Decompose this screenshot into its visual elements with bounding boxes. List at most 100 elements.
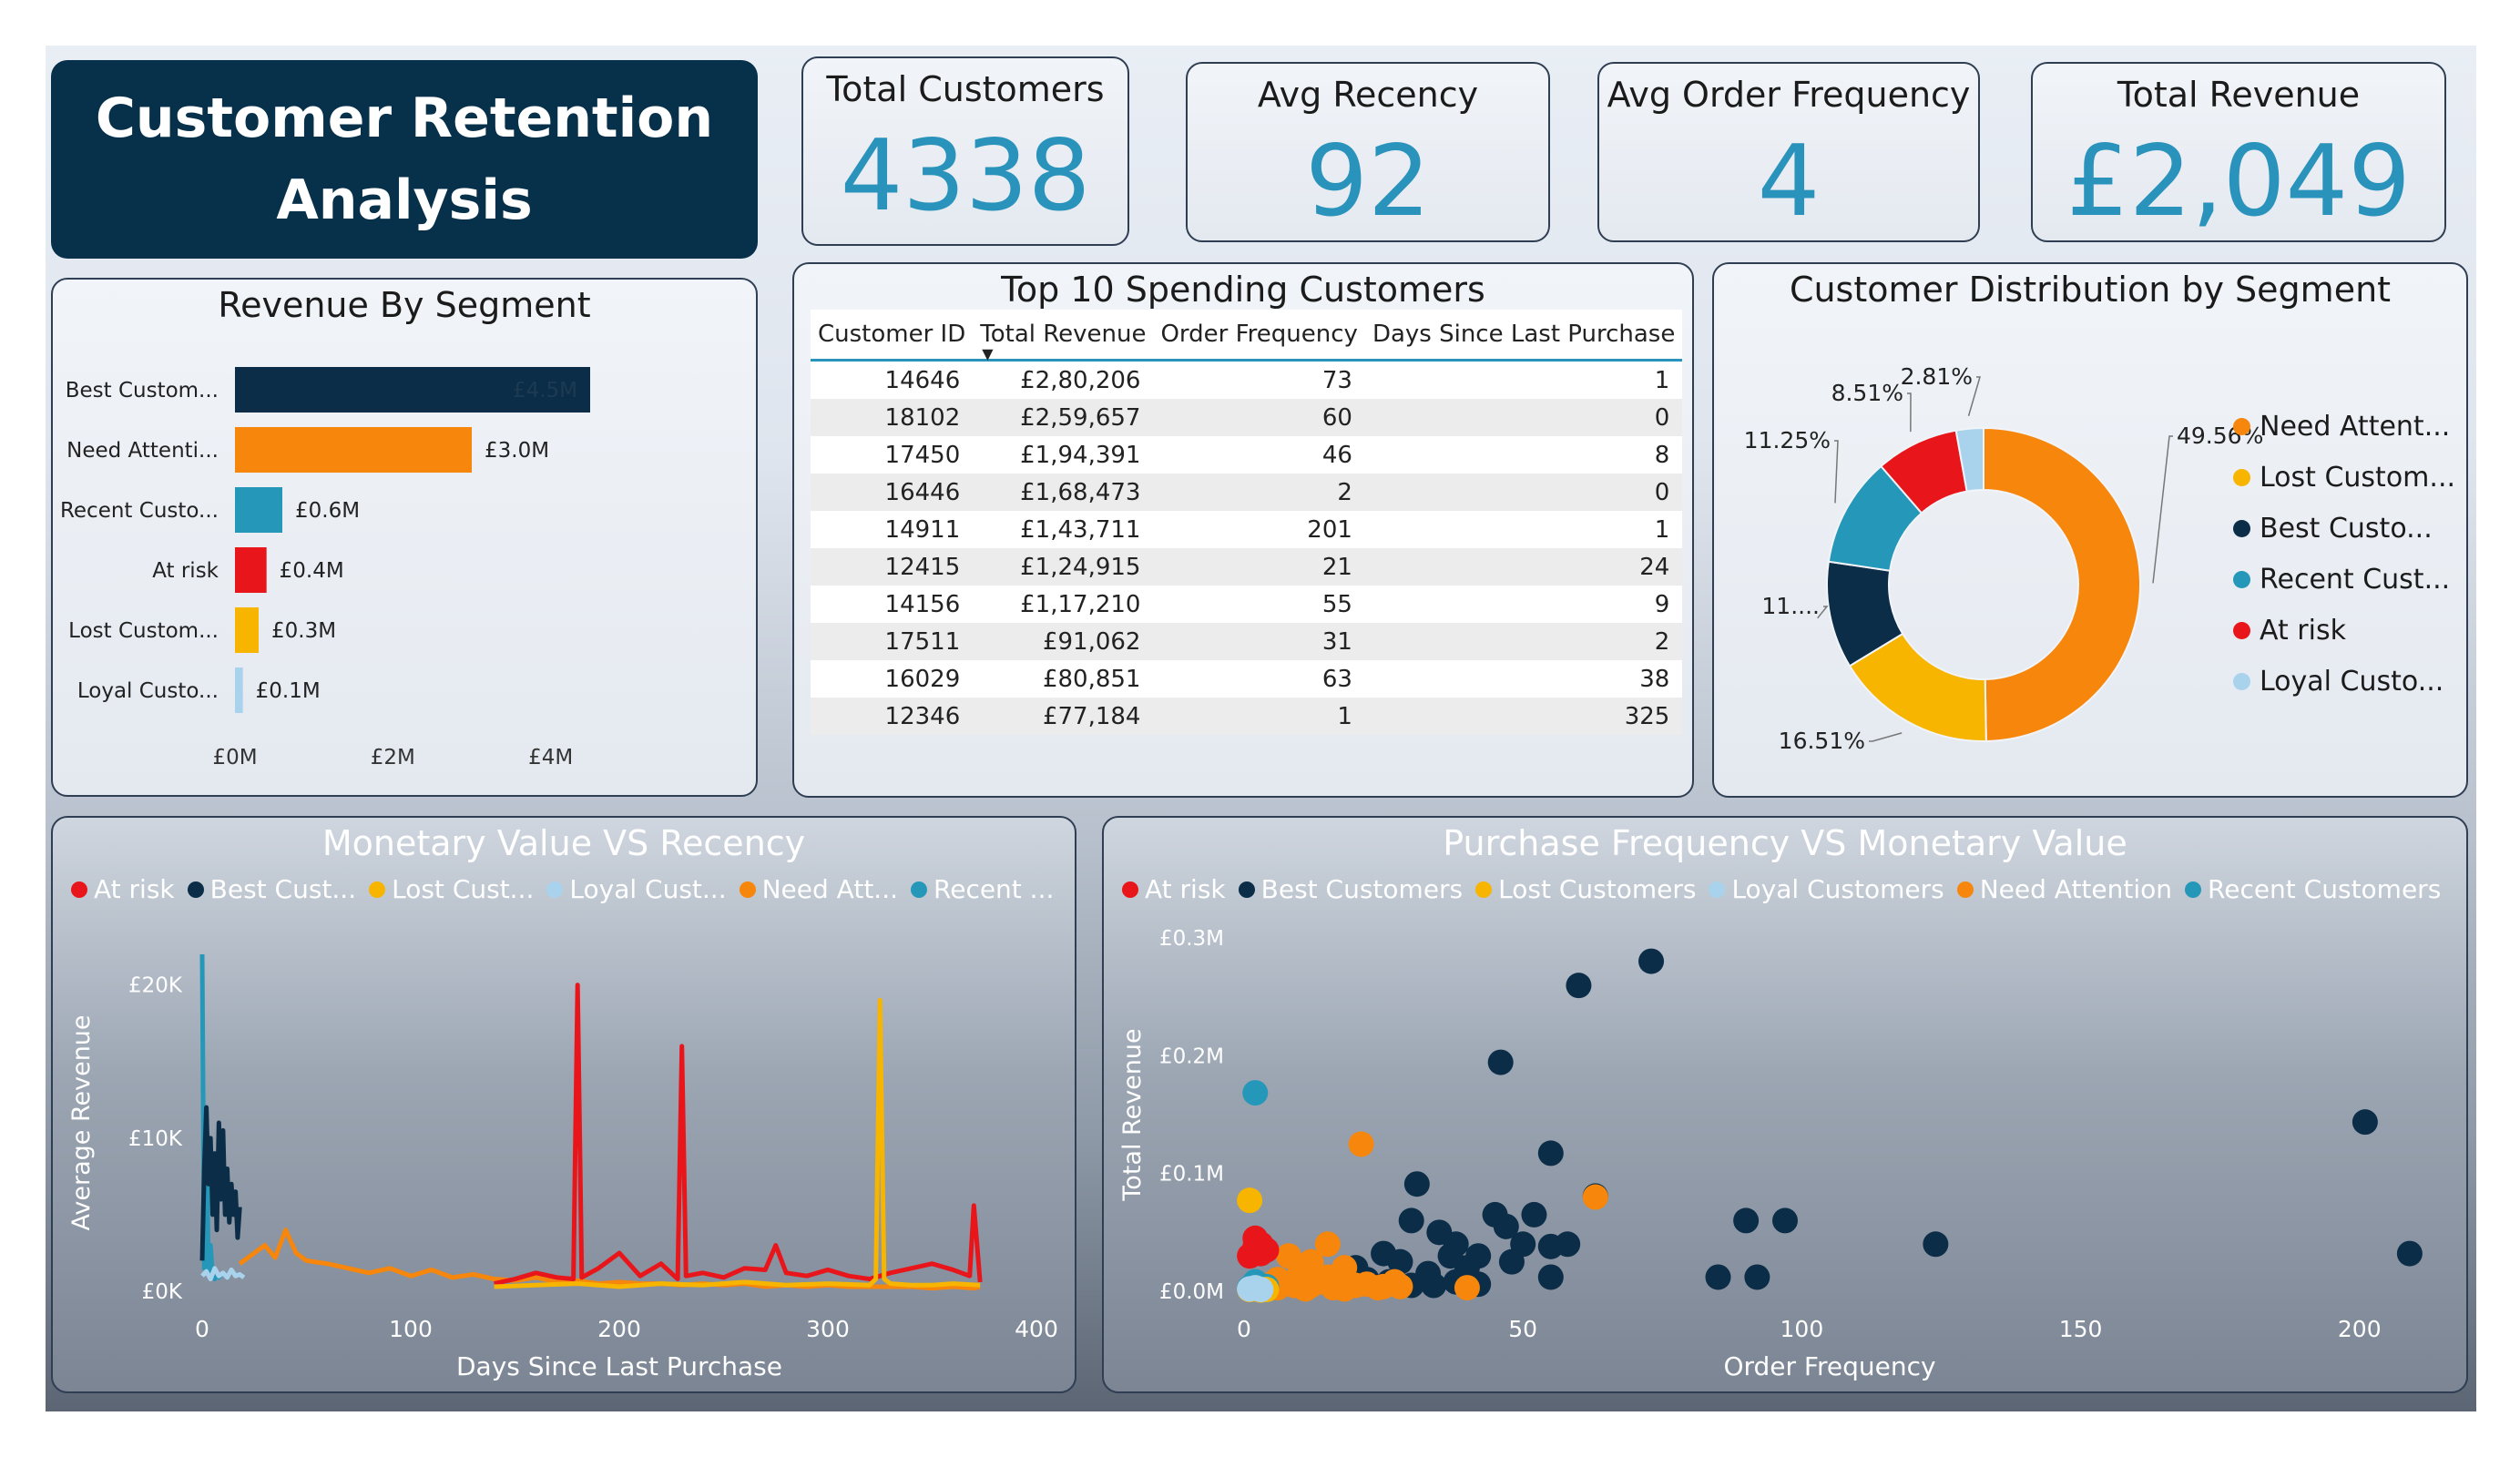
- table-row[interactable]: 17511 £91,062 31 2: [811, 623, 1683, 660]
- legend-item[interactable]: Loyal Cust...: [546, 874, 727, 904]
- title-line-1: Customer Retention: [95, 87, 714, 150]
- bar-category-label: Need Attenti...: [66, 439, 219, 463]
- scatter-point: [1521, 1201, 1547, 1228]
- table-row[interactable]: 14911 £1,43,711 201 1: [811, 511, 1683, 548]
- column-header[interactable]: Days Since Last Purchase: [1364, 310, 1683, 362]
- series-line: [200, 1266, 246, 1282]
- scatter-point: [1555, 1231, 1581, 1258]
- legend-item[interactable]: Recent Customers: [2185, 874, 2441, 904]
- monetary-vs-recency-chart: 0 100 200 300 400 £0K £10K £20K Days Since Last …: [67, 953, 1058, 1381]
- table-cell: 17511: [811, 623, 974, 660]
- legend-item[interactable]: Recent Cust...: [2233, 554, 2455, 605]
- table-cell: 0: [1364, 399, 1683, 436]
- legend-item[interactable]: At risk: [2233, 605, 2455, 656]
- title-line-2: Analysis: [276, 168, 533, 232]
- sort-descending-icon[interactable]: ▼: [982, 345, 994, 362]
- bar-data-label: £3.0M: [485, 439, 549, 463]
- scatter-point: [1772, 1207, 1799, 1234]
- table-title: Top 10 Spending Customers: [1001, 270, 1485, 310]
- legend-label: Best Cust...: [209, 874, 357, 904]
- bar-data-label: £4.5M: [513, 379, 577, 402]
- legend-marker: [1956, 881, 1974, 898]
- scatter-point: [1582, 1184, 1608, 1210]
- legend-item[interactable]: Need Attention: [1956, 874, 2172, 904]
- revenue-by-segment-panel: Revenue By Segment Best Custom... £4.5M Ne…: [51, 278, 758, 797]
- customer-distribution-panel: Customer Distribution by Segment 49.56% 1…: [1712, 262, 2468, 798]
- legend-item[interactable]: At risk: [71, 874, 175, 904]
- dashboard-canvas: Customer Retention Analysis Total Custom…: [46, 46, 2476, 1411]
- x-tick-label: 200: [2338, 1316, 2382, 1342]
- legend-item[interactable]: Loyal Custo...: [2233, 656, 2455, 707]
- legend-item[interactable]: Best Cust...: [187, 874, 357, 904]
- scatter-point: [1242, 1233, 1269, 1259]
- x-tick-label: 100: [389, 1316, 433, 1342]
- legend-item[interactable]: Recent ...: [911, 874, 1054, 904]
- y-tick-label: £0.1M: [1159, 1163, 1224, 1187]
- legend-item[interactable]: Need Attent...: [2233, 401, 2455, 452]
- series-line: [199, 1105, 242, 1261]
- x-tick-label: £0M: [212, 746, 257, 769]
- table-cell: 0: [1364, 474, 1683, 511]
- table-row[interactable]: 18102 £2,59,657 60 0: [811, 399, 1683, 436]
- bar-data-label: £0.6M: [295, 499, 360, 523]
- chart-title: Purchase Frequency VS Monetary Value: [1443, 823, 2127, 863]
- table-row[interactable]: 14156 £1,17,210 55 9: [811, 586, 1683, 623]
- scatter-point: [1537, 1140, 1564, 1167]
- legend-item[interactable]: Lost Customers: [1475, 874, 1696, 904]
- table-row[interactable]: 16029 £80,851 63 38: [811, 660, 1683, 698]
- legend-label: Lost Customers: [1498, 874, 1697, 904]
- scatter-point: [1487, 1049, 1514, 1075]
- column-header[interactable]: Customer ID: [811, 310, 974, 362]
- series-line: [494, 997, 981, 1289]
- kpi-card-avg-order-frequency: Avg Order Frequency 4: [1597, 62, 1980, 242]
- legend-marker: [369, 881, 386, 898]
- kpi-label: Total Customers: [826, 69, 1105, 109]
- scatter-point: [1314, 1264, 1341, 1290]
- table-cell: 9: [1364, 586, 1683, 623]
- table-cell: 325: [1364, 698, 1683, 735]
- table-row[interactable]: 17450 £1,94,391 46 8: [811, 436, 1683, 474]
- y-axis-label: Average Revenue: [67, 1014, 96, 1230]
- table-cell: 1: [1364, 511, 1683, 548]
- legend-item[interactable]: Lost Custom...: [2233, 452, 2455, 503]
- table-row[interactable]: 12415 £1,24,915 21 24: [811, 548, 1683, 586]
- donut-leader-line: [2152, 435, 2173, 584]
- x-axis-label: Order Frequency: [1723, 1351, 1935, 1381]
- table-row[interactable]: 12346 £77,184 1 325: [811, 698, 1683, 735]
- y-tick-label: £10K: [128, 1127, 183, 1151]
- x-tick-label: 400: [1015, 1316, 1058, 1342]
- table-row[interactable]: 14646 £2,80,206 73 1: [811, 360, 1683, 399]
- legend-marker: [187, 881, 204, 898]
- series-line: [494, 983, 983, 1287]
- scatter-point: [1493, 1213, 1519, 1239]
- legend-item[interactable]: Need Att...: [739, 874, 898, 904]
- table-cell: 201: [1153, 511, 1365, 548]
- x-tick-label: £4M: [528, 746, 573, 769]
- table-cell: £1,68,473: [973, 474, 1154, 511]
- legend-item[interactable]: Lost Cust...: [369, 874, 534, 904]
- legend-label: Recent ...: [934, 874, 1055, 904]
- donut-leader-line: [1817, 606, 1829, 619]
- legend-item[interactable]: Loyal Customers: [1709, 874, 1944, 904]
- legend-label: At risk: [2260, 614, 2346, 647]
- legend-item[interactable]: Best Customers: [1238, 874, 1463, 904]
- donut-data-label: 11.25%: [1744, 427, 1831, 453]
- table-row[interactable]: 16446 £1,68,473 2 0: [811, 474, 1683, 511]
- y-tick-label: £20K: [128, 974, 183, 998]
- x-tick-label: 300: [806, 1316, 850, 1342]
- legend-marker: [2233, 519, 2250, 537]
- kpi-value: 4: [1757, 125, 1821, 239]
- donut-slice: [1983, 426, 2142, 742]
- column-header[interactable]: Order Frequency: [1153, 310, 1365, 362]
- legend-marker: [1122, 881, 1138, 898]
- legend-label: Recent Cust...: [2260, 563, 2451, 596]
- legend-marker: [2233, 621, 2250, 639]
- donut-leader-line: [1907, 392, 1912, 433]
- table-cell: £1,24,915: [973, 548, 1154, 586]
- donut-data-label: 8.51%: [1831, 380, 1903, 406]
- legend-item[interactable]: At risk: [1122, 874, 1226, 904]
- column-header[interactable]: Total Revenue ▼: [973, 310, 1154, 362]
- legend-marker: [546, 881, 564, 898]
- scatter-point: [1923, 1231, 1949, 1258]
- legend-item[interactable]: Best Custo...: [2233, 503, 2455, 554]
